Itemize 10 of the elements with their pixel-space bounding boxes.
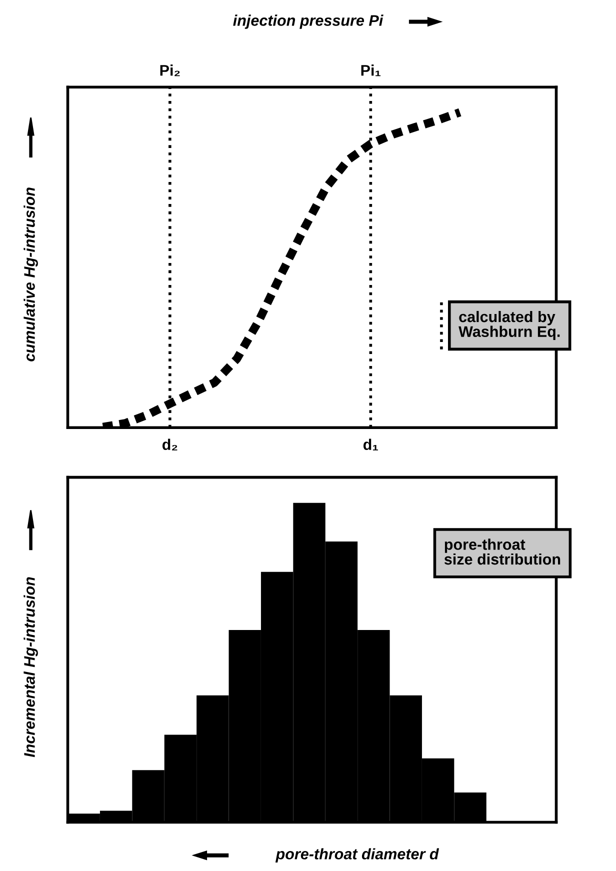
ref-line-label: Pi₂ xyxy=(160,64,180,76)
y-axis-title: Incremental Hg-intrusion xyxy=(24,577,38,758)
x-tick-label: d₁ xyxy=(363,438,378,450)
x-axis-title: pore-throat diameter d xyxy=(275,848,440,862)
annotation: calculated by Washburn Eq. xyxy=(458,310,560,340)
y-axis-title: cumulative Hg-intrusion xyxy=(24,188,38,362)
ref-line-label: Pi₁ xyxy=(361,64,381,76)
annotation: pore-throat size distribution xyxy=(444,538,560,565)
x-tick-label: d₂ xyxy=(162,438,178,450)
chart-title: injection pressure Pi xyxy=(233,14,384,29)
